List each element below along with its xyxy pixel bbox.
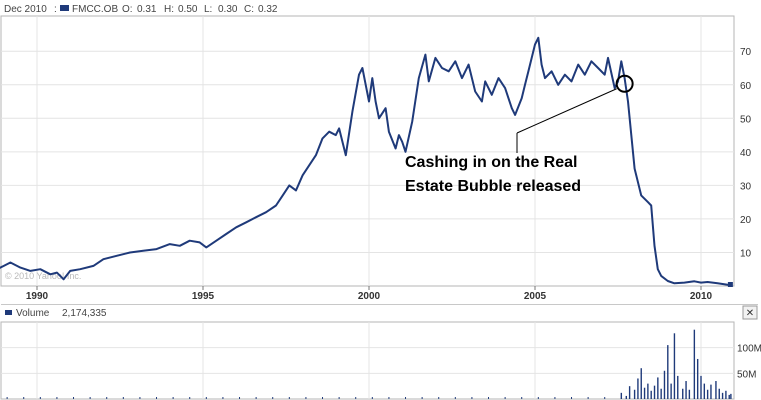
price-series-line [0,36,731,286]
volume-value: 2,174,335 [62,308,107,319]
volume-y-tick-100: 100M [737,344,761,355]
volume-y-axis: 50M 100M [737,344,761,381]
annotation-leader-line [516,88,617,134]
header-date: Dec 2010 [4,4,47,15]
header-separator: : [54,4,57,15]
price-panel-frame [0,15,735,287]
annotation-text-line-2: Estate Bubble released [405,178,581,195]
annotation-circle [615,74,634,93]
annotation-text-line-1: Cashing in on the Real [405,154,577,171]
price-x-tick-2005: 2005 [524,291,547,302]
high-label: H: [164,4,174,15]
price-y-axis: 10 20 30 40 50 60 70 [740,47,752,259]
price-x-tick-1990: 1990 [26,291,49,302]
volume-grid [1,322,734,399]
close-value: 0.32 [258,4,278,15]
annotation: Cashing in on the Real Estate Bubble rel… [405,74,634,195]
price-y-tick-70: 70 [740,47,752,58]
price-y-tick-50: 50 [740,114,752,125]
volume-bars [6,329,732,399]
volume-panel-close-button[interactable]: ✕ [742,305,758,320]
chart-header: Dec 2010 : FMCC.OB O: 0.31 H: 0.50 L: 0.… [4,4,278,15]
open-label: O: [122,4,133,15]
series-swatch [60,5,69,11]
price-y-tick-30: 30 [740,181,752,192]
price-y-tick-20: 20 [740,215,752,226]
volume-panel-frame [0,321,735,400]
ticker-label: FMCC.OB [72,4,118,15]
close-label: C: [244,4,254,15]
price-y-tick-10: 10 [740,248,752,259]
price-grid [1,16,734,286]
panel-divider [1,304,758,305]
volume-swatch [5,310,12,315]
price-y-tick-40: 40 [740,148,752,159]
price-last-point-marker [727,281,733,287]
high-value: 0.50 [178,4,198,15]
price-x-axis: 1990 1995 2000 2005 2010 [26,286,713,302]
volume-y-tick-50: 50M [737,369,756,380]
open-value: 0.31 [137,4,157,15]
price-y-tick-60: 60 [740,81,752,92]
low-value: 0.30 [218,4,238,15]
low-label: L: [204,4,212,15]
price-x-tick-1995: 1995 [192,291,215,302]
close-icon: ✕ [746,308,754,319]
watermark: © 2010 Yahoo! Inc. [5,271,81,281]
price-x-tick-2010: 2010 [690,291,713,302]
volume-label: Volume [16,308,50,319]
price-x-tick-2000: 2000 [358,291,381,302]
